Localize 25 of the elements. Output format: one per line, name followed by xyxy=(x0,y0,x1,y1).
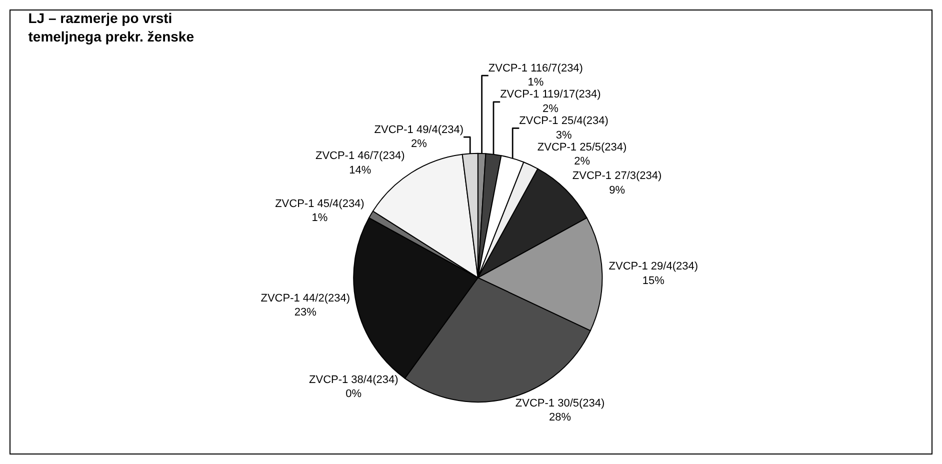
slice-label: ZVCP-1 29/4(234) xyxy=(608,260,698,273)
slice-label: ZVCP-1 25/4(234) xyxy=(519,115,608,128)
category-label: ZVCP-1 38/4(234) xyxy=(309,374,398,386)
slice-label: ZVCP-1 49/4(234) xyxy=(374,124,464,136)
data-label: 2% xyxy=(574,156,590,168)
slice-label: ZVCP-1 45/4(234) xyxy=(275,198,364,210)
slice-label: ZVCP-1 116/7(234) xyxy=(488,62,583,74)
data-label: 2% xyxy=(410,138,428,150)
data-label: 14% xyxy=(349,164,372,177)
text: 0% xyxy=(346,388,362,400)
slice-label: ZVCP-1 119/17(234) xyxy=(500,88,601,101)
data-label: 23% xyxy=(294,306,317,319)
data-label: 1% xyxy=(312,212,328,224)
data-label: 9% xyxy=(609,184,626,196)
text: LJ – razmerje po vrsti temeljnega prekr. ženske xyxy=(28,10,194,44)
data-label: 1% xyxy=(528,76,544,89)
slice-label: ZVCP-1 46/7(234) xyxy=(315,150,405,162)
slice-label: ZVCP-1 27/3(234) xyxy=(572,170,662,182)
data-label: 3% xyxy=(556,129,572,142)
slice-label: ZVCP-1 25/5(234) xyxy=(537,141,627,154)
slice-label: ZVCP-1 44/2(234) xyxy=(260,292,350,304)
data-label: 2% xyxy=(542,103,559,116)
data-label: 15% xyxy=(642,274,665,287)
slice-label: ZVCP-1 30/5(234) xyxy=(515,397,605,410)
data-label: 28% xyxy=(549,412,572,424)
